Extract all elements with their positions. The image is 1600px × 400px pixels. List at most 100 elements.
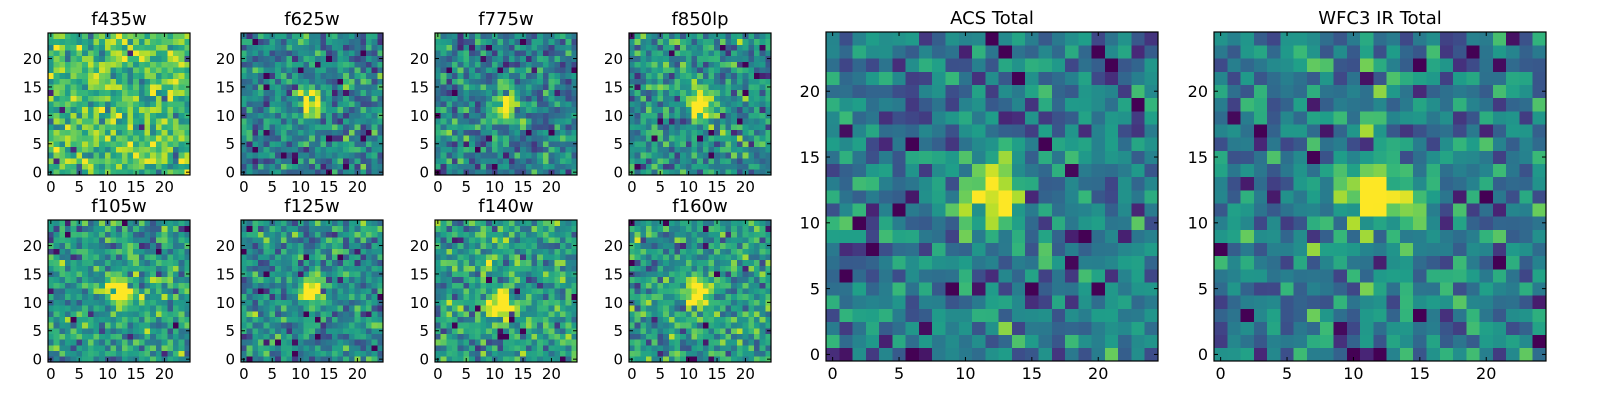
heatmap-cell <box>167 152 174 159</box>
heatmap-cell <box>292 146 299 153</box>
heatmap-cell <box>640 101 647 108</box>
heatmap-cell <box>548 118 555 125</box>
heatmap-cell <box>354 163 361 170</box>
heatmap-cell <box>469 350 476 357</box>
heatmap-cell <box>320 33 327 40</box>
heatmap-cell <box>286 242 293 249</box>
panel-title: f850lp <box>671 9 728 30</box>
heatmap-cell <box>121 129 128 136</box>
heatmap-cell <box>674 123 681 130</box>
heatmap-cell <box>161 89 168 96</box>
heatmap-cell <box>736 44 743 51</box>
heatmap-cell <box>133 157 140 165</box>
heatmap-cell <box>674 89 681 96</box>
heatmap-cell <box>326 339 333 346</box>
heatmap-cell <box>708 118 715 125</box>
heatmap-cell <box>53 123 60 130</box>
heatmap-cell <box>337 237 344 244</box>
heatmap-cell <box>753 38 761 45</box>
heatmap-cell <box>76 271 83 278</box>
heatmap-cell <box>646 356 653 363</box>
heatmap-cell <box>542 333 549 340</box>
heatmap-cell <box>76 44 83 51</box>
heatmap-cell <box>167 237 174 244</box>
heatmap-cell <box>241 152 248 159</box>
heatmap-cell <box>514 259 521 266</box>
heatmap-cell <box>554 344 561 352</box>
heatmap-cell <box>150 78 157 85</box>
heatmap-cell <box>87 78 94 85</box>
heatmap-cell <box>685 112 692 119</box>
heatmap-cell <box>731 118 738 125</box>
heatmap-cell <box>748 44 755 51</box>
heatmap-cell <box>99 152 106 159</box>
heatmap-cell <box>663 50 670 57</box>
heatmap-cell <box>565 157 572 165</box>
heatmap-cell <box>292 38 299 45</box>
heatmap-cell <box>452 44 459 51</box>
heatmap-cell <box>725 67 732 74</box>
heatmap-cell <box>337 50 344 57</box>
heatmap-cell <box>82 72 89 79</box>
heatmap-cell <box>742 89 749 96</box>
heatmap-cell <box>663 140 670 147</box>
heatmap-cell <box>286 163 293 170</box>
heatmap-cell <box>348 310 355 317</box>
heatmap-cell <box>314 248 321 255</box>
heatmap-cell <box>571 259 578 266</box>
heatmap-cell <box>343 89 350 96</box>
heatmap-cell <box>161 305 168 312</box>
heatmap-cell <box>246 356 253 363</box>
heatmap-cell <box>525 135 532 142</box>
heatmap-cell <box>559 310 567 317</box>
heatmap-cell <box>53 129 60 136</box>
heatmap-cell <box>742 84 749 91</box>
heatmap-cell <box>258 67 265 74</box>
heatmap-cell <box>708 106 715 113</box>
heatmap-cell <box>241 129 248 136</box>
heatmap-cell <box>537 106 544 113</box>
heatmap-cell <box>463 282 470 289</box>
heatmap-cell <box>133 67 140 74</box>
heatmap-cell <box>337 129 344 136</box>
heatmap-cell <box>331 288 338 295</box>
heatmap-cell <box>646 38 653 45</box>
heatmap-cell <box>348 33 355 40</box>
heatmap-cell <box>365 123 373 130</box>
heatmap-cell <box>360 299 367 306</box>
heatmap-cell <box>525 333 532 340</box>
heatmap-cell <box>554 67 561 74</box>
heatmap-cell <box>708 299 715 306</box>
heatmap-cell <box>275 333 282 340</box>
heatmap-cell <box>360 339 367 346</box>
heatmap-cell <box>104 248 111 255</box>
heatmap-cell <box>457 140 464 147</box>
heatmap-cell <box>440 163 447 170</box>
heatmap-cell <box>70 163 77 170</box>
heatmap-cell <box>435 333 442 340</box>
heatmap-cell <box>167 350 174 357</box>
heatmap-cell <box>748 106 755 113</box>
heatmap-cell <box>59 305 66 312</box>
heatmap-cell <box>508 316 515 323</box>
heatmap-cell <box>680 322 687 329</box>
heatmap-cell <box>503 169 510 176</box>
heatmap-cell <box>486 305 493 312</box>
heatmap-cell <box>463 67 470 74</box>
heatmap-cell <box>520 101 527 108</box>
heatmap-cell <box>155 248 162 255</box>
heatmap-cell <box>280 356 287 363</box>
heatmap-cell <box>110 135 117 142</box>
heatmap-cell <box>446 310 453 317</box>
heatmap-cell <box>525 55 532 62</box>
heatmap-cell <box>263 344 270 352</box>
heatmap-cell <box>548 101 555 108</box>
heatmap-cell <box>365 106 373 113</box>
heatmap-cell <box>297 84 304 91</box>
heatmap-cell <box>469 231 476 238</box>
heatmap-cell <box>320 157 327 165</box>
heatmap-cell <box>303 157 310 165</box>
heatmap-cell <box>303 248 310 255</box>
heatmap-cell <box>520 157 527 165</box>
heatmap-cell <box>542 220 549 227</box>
